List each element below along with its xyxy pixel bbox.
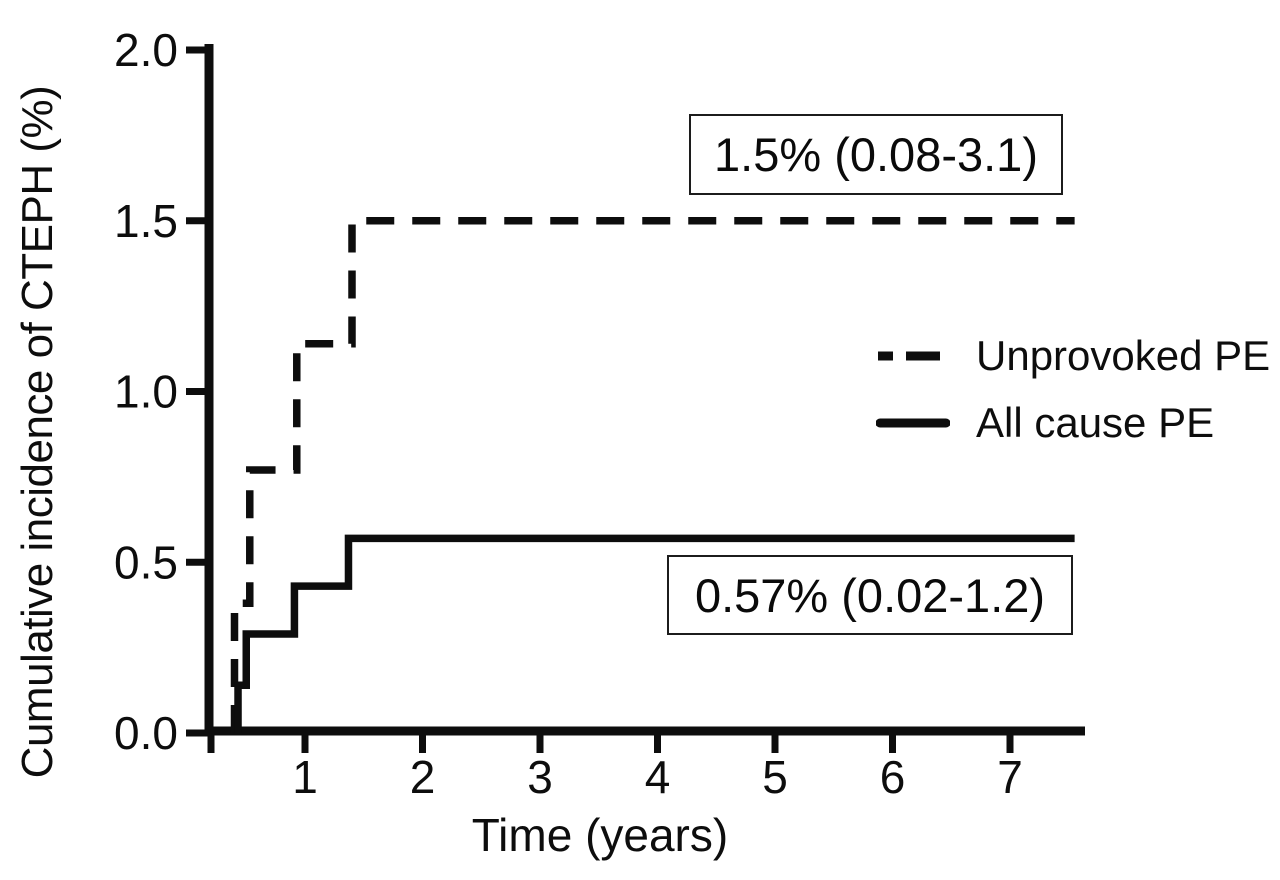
legend-item-unprovoked-pe: Unprovoked PE (876, 322, 1270, 389)
y-tick-label: 0.5 (114, 536, 178, 588)
x-tick-label: 5 (762, 751, 788, 803)
x-axis-title: Time (years) (471, 809, 729, 861)
y-tick-label: 0.0 (114, 707, 178, 759)
x-tick-label: 7 (997, 751, 1023, 803)
annotation-all-cause-pe-text: 0.57% (0.02-1.2) (694, 568, 1046, 622)
x-tick-label: 2 (410, 751, 436, 803)
series-curve-all-cause-pe (234, 534, 1075, 733)
y-tick-label: 1.5 (114, 195, 178, 247)
annotation-unprovoked-pe-estimate: 1.5% (0.08-3.1) (689, 114, 1063, 195)
x-tick-label: 1 (292, 751, 318, 803)
y-axis-title: Cumulative incidence of CTEPH (%) (13, 85, 62, 779)
annotation-unprovoked-pe-text: 1.5% (0.08-3.1) (714, 128, 1038, 181)
x-tick-label: 4 (645, 751, 671, 803)
legend: Unprovoked PE All cause PE (876, 322, 1270, 456)
solid-line-marker-icon (876, 418, 950, 427)
legend-item-all-cause-pe: All cause PE (876, 389, 1270, 456)
y-tick-label: 2.0 (114, 24, 178, 76)
x-tick-label: 6 (880, 751, 906, 803)
legend-label-unprovoked-pe: Unprovoked PE (976, 331, 1271, 379)
x-tick-label: 3 (527, 751, 553, 803)
y-tick-label: 1.0 (114, 366, 178, 418)
series-curve-unprovoked-pe (230, 217, 1075, 733)
annotation-all-cause-pe-estimate: 0.57% (0.02-1.2) (667, 555, 1073, 635)
dashed-line-marker-icon (878, 351, 948, 360)
legend-label-all-cause-pe: All cause PE (976, 398, 1215, 446)
